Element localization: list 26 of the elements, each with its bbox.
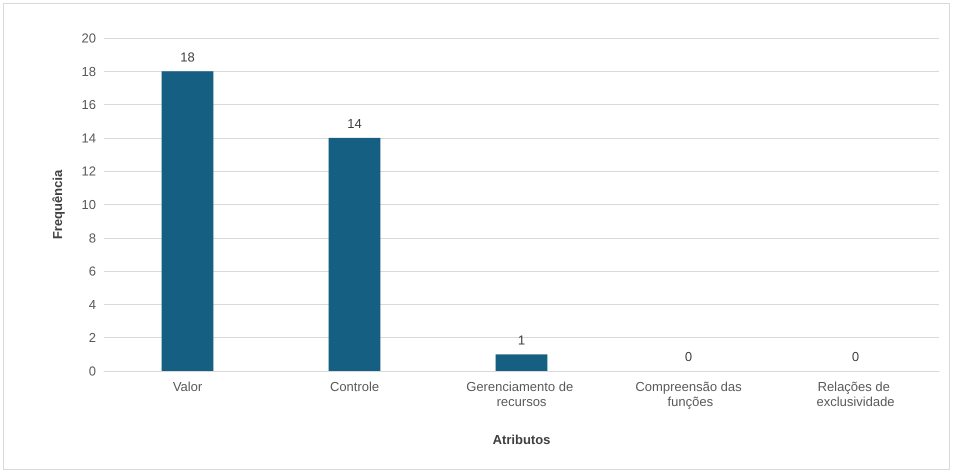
y-tick-label: 6	[88, 264, 96, 279]
y-tick-label: 2	[88, 330, 96, 346]
y-tick-label: 14	[82, 130, 96, 146]
y-tick-label: 4	[88, 296, 96, 312]
y-tick-label: 18	[82, 64, 96, 79]
x-tick-label: Valor	[172, 379, 203, 394]
data-label: 1	[518, 332, 526, 348]
y-axis-title: Frequência	[50, 169, 65, 240]
x-axis-title: Atributos	[492, 432, 550, 447]
y-tick-label: 16	[82, 97, 96, 112]
y-tick-label: 20	[82, 30, 96, 46]
y-tick-label: 8	[88, 230, 96, 246]
data-label: 0	[684, 349, 692, 364]
x-tick-label: Relações de exclusividade	[816, 379, 895, 409]
data-label: 18	[180, 49, 195, 64]
bar	[328, 138, 380, 371]
x-tick-label: Compreensão das funções	[635, 379, 742, 409]
x-tick-label: Controle	[330, 379, 380, 394]
y-tick-label: 10	[82, 197, 96, 212]
y-tick-label: 12	[82, 164, 96, 179]
data-label: 0	[852, 349, 860, 364]
data-label: 14	[347, 116, 362, 131]
bar	[496, 354, 548, 371]
x-tick-label: Gerenciamento de recursos	[466, 379, 577, 409]
bar	[162, 71, 214, 371]
y-tick-label: 0	[88, 364, 96, 378]
